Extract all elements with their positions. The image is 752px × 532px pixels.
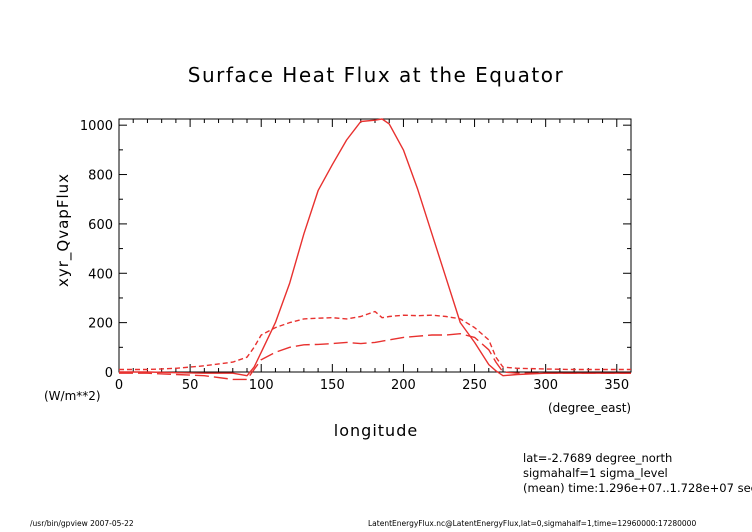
y-axis-ticks: 0 200 400 600 800 1000 [80,119,631,381]
chart-title: Surface Heat Flux at the Equator [188,63,564,87]
x-tick-label: 300 [533,378,558,393]
x-tick-label: 350 [604,378,629,393]
y-axis-units: (W/m**2) [44,389,101,403]
footer-left: /usr/bin/gpview 2007-05-22 [30,519,134,528]
x-tick-label: 200 [391,378,416,393]
x-axis-units: (degree_east) [548,401,631,415]
plot-area: 0 200 400 600 800 1000 0 50 100 150 200 250 300 350 [80,118,632,393]
info-line-time: (mean) time:1.296e+07..1.728e+07 sec [523,481,752,495]
plot-frame [118,118,632,373]
y-axis-label: xyr_QvapFlux [54,173,73,287]
footer-right: LatentEnergyFlux.nc@LatentEnergyFlux,lat… [368,519,696,528]
y-tick-label: 0 [105,366,113,381]
y-tick-label: 800 [88,169,113,184]
x-tick-label: 250 [462,378,487,393]
series-line-dashed [119,310,631,371]
x-tick-label: 100 [249,378,274,393]
data-lines [119,118,631,381]
info-block: lat=-2.7689 degree_north sigmahalf=1 sig… [523,451,752,495]
info-line-lat: lat=-2.7689 degree_north [523,451,672,465]
x-tick-label: 0 [115,378,123,393]
x-tick-label: 50 [182,378,199,393]
info-line-sigma: sigmahalf=1 sigma_level [523,466,668,480]
series-line-long-dashed [119,333,631,381]
x-axis-label: longitude [334,421,418,440]
x-axis-ticks: 0 50 100 150 200 250 300 350 [115,119,629,393]
y-tick-label: 200 [88,317,113,332]
y-tick-label: 1000 [80,119,113,134]
series-line-solid [119,118,631,377]
y-tick-label: 400 [88,267,113,282]
y-tick-label: 600 [88,218,113,233]
x-tick-label: 150 [320,378,345,393]
